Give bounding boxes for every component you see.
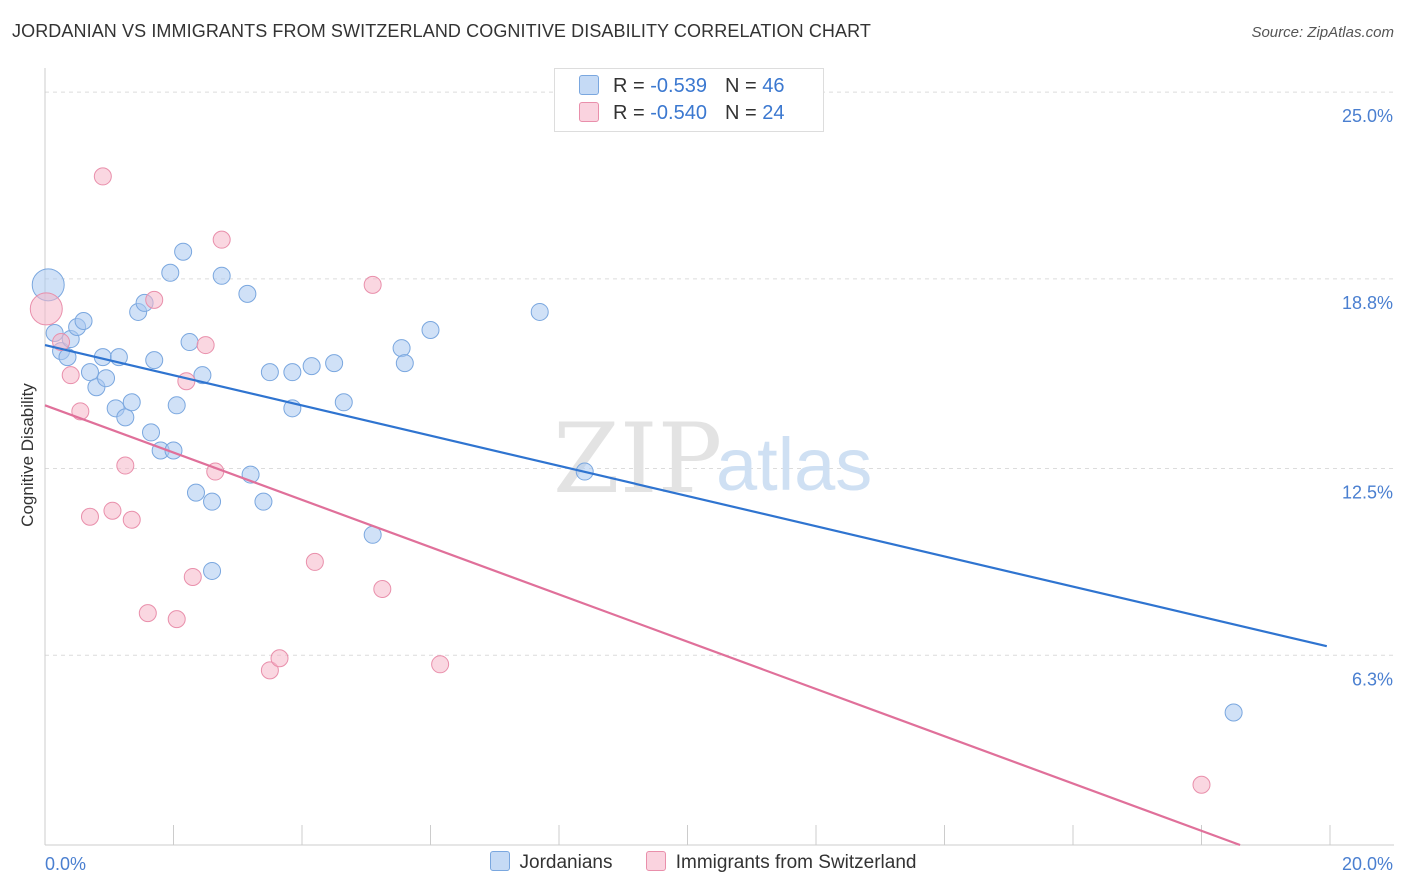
- y-tick-label: 18.8%: [1342, 293, 1393, 313]
- jordanian-point: [238, 284, 257, 303]
- n-value: 24: [762, 102, 785, 124]
- jordanian-trend-line: [44, 343, 1328, 648]
- jordanian-point: [260, 363, 279, 382]
- jordanian-point: [421, 321, 440, 340]
- legend-label: Jordanians: [519, 852, 613, 873]
- x-tick-label: 20.0%: [1342, 854, 1393, 874]
- watermark: ZIP atlas: [553, 403, 872, 515]
- r-label: R =: [613, 102, 645, 124]
- switzerland-point: [145, 290, 164, 309]
- jordanian-point: [145, 351, 164, 370]
- switzerland-point: [177, 372, 196, 391]
- jordanian-point: [392, 339, 411, 358]
- jordanian-point: [325, 354, 344, 373]
- jordanian-point: [174, 242, 193, 261]
- n-value: 46: [762, 75, 785, 97]
- jordanian-point: [80, 363, 99, 382]
- legend-swatch-switzerland: [645, 851, 666, 871]
- jordanian-point: [97, 369, 116, 388]
- switzerland-point: [93, 167, 112, 186]
- legend-row-jordanians: R = -0.539 N = 46: [579, 75, 784, 101]
- r-value: -0.540: [650, 102, 707, 124]
- watermark-atlas: atlas: [716, 423, 872, 506]
- jordanian-point: [283, 363, 302, 382]
- switzerland-point: [52, 333, 71, 352]
- jordanian-point: [212, 266, 231, 285]
- jordanian-point: [203, 561, 222, 580]
- y-tick-label: 12.5%: [1342, 483, 1393, 503]
- jordanian-point: [161, 263, 180, 282]
- switzerland-point: [260, 661, 279, 680]
- correlation-legend: R = -0.539 N = 46 R = -0.540 N = 24: [554, 68, 824, 132]
- switzerland-point: [196, 336, 215, 355]
- legend-swatch-jordanians: [489, 851, 510, 871]
- y-tick-label: 25.0%: [1342, 106, 1393, 126]
- data-points: [29, 167, 1243, 794]
- switzerland-point: [29, 292, 63, 326]
- gridlines: [45, 91, 1394, 656]
- legend-item-jordanians[interactable]: Jordanians: [489, 851, 613, 874]
- y-tick-label: 6.3%: [1352, 669, 1393, 689]
- n-label: N =: [724, 102, 757, 124]
- jordanian-point: [254, 492, 273, 511]
- chart-title: JORDANIAN VS IMMIGRANTS FROM SWITZERLAND…: [12, 21, 871, 41]
- switzerland-point: [138, 604, 157, 623]
- jordanian-point: [530, 302, 549, 321]
- switzerland-point: [1192, 775, 1211, 794]
- jordanian-point: [74, 311, 93, 330]
- trend-lines: [44, 343, 1328, 847]
- switzerland-point: [212, 230, 231, 249]
- x-tick-label: 0.0%: [45, 854, 86, 874]
- jordanian-point: [334, 393, 353, 412]
- jordanian-point: [58, 348, 77, 367]
- jordanian-point: [193, 366, 212, 385]
- watermark-zip: ZIP: [553, 403, 722, 515]
- switzerland-point: [431, 655, 450, 674]
- switzerland-point: [183, 567, 202, 586]
- switzerland-point: [103, 501, 122, 520]
- jordanian-point: [1224, 703, 1243, 722]
- switzerland-point: [167, 610, 186, 629]
- jordanian-point: [122, 393, 141, 412]
- switzerland-point: [80, 507, 99, 526]
- series-legend: Jordanians Immigrants from Switzerland: [0, 851, 1406, 874]
- switzerland-point: [373, 580, 392, 599]
- legend-row-switzerland: R = -0.540 N = 24: [579, 102, 784, 128]
- jordanian-point: [186, 483, 205, 502]
- switzerland-point: [61, 366, 80, 385]
- legend-swatch-jordanians: [579, 75, 599, 95]
- switzerland-point: [363, 275, 382, 294]
- n-label: N =: [724, 75, 757, 97]
- legend-label: Immigrants from Switzerland: [675, 852, 917, 873]
- jordanian-point: [395, 354, 414, 373]
- legend-swatch-switzerland: [579, 102, 599, 122]
- tick-labels: 25.0% 18.8% 12.5% 6.3% 0.0% 20.0%: [45, 106, 1393, 874]
- switzerland-point: [122, 510, 141, 529]
- jordanian-point: [167, 396, 186, 415]
- source-label: Source: ZipAtlas.com: [1251, 24, 1394, 41]
- jordanian-point: [180, 333, 199, 352]
- jordanian-point: [116, 408, 135, 427]
- jordanian-point: [203, 492, 222, 511]
- switzerland-point: [116, 456, 135, 475]
- switzerland-point: [270, 649, 289, 668]
- switzerland-point: [305, 552, 324, 571]
- r-label: R =: [613, 75, 645, 97]
- jordanian-point: [302, 357, 321, 376]
- switzerland-trend-line: [44, 404, 1241, 847]
- axes: [44, 68, 1394, 846]
- legend-item-switzerland[interactable]: Immigrants from Switzerland: [645, 851, 917, 874]
- jordanian-point: [142, 423, 161, 442]
- r-value: -0.539: [650, 75, 707, 97]
